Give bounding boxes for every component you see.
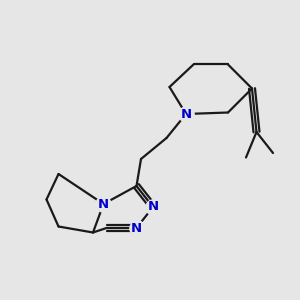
Text: N: N [147,200,159,214]
Text: N: N [180,107,192,121]
Text: N: N [98,197,109,211]
Text: N: N [131,221,142,235]
